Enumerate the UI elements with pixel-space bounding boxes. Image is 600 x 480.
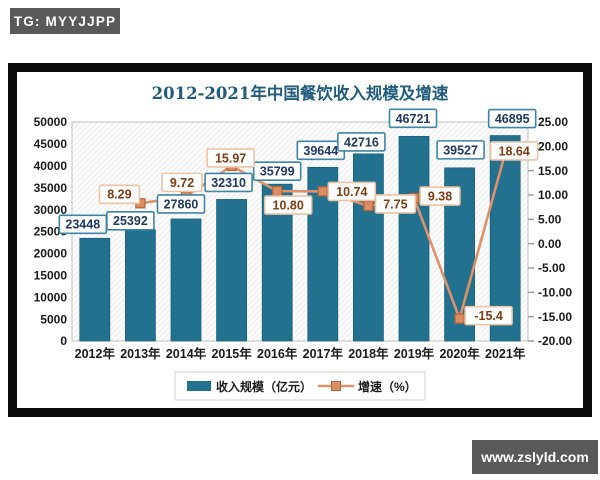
- y-right-tick-label: -10.00: [538, 286, 572, 300]
- legend: 收入规模（亿元） 增速（%）: [174, 371, 426, 401]
- y-left-tick-label: 40000: [34, 159, 68, 173]
- bar-value-label-box: [106, 210, 155, 231]
- legend-bar-label: 收入规模（亿元）: [216, 379, 312, 394]
- line-value-label-box: [206, 148, 255, 168]
- x-tick-label: 2019年: [394, 346, 435, 361]
- website-badge: www.zslyld.com: [472, 440, 598, 474]
- line-marker-2016年: [272, 185, 283, 197]
- y-left-tick-label: 15000: [34, 269, 68, 283]
- x-tick-label: 2020年: [439, 346, 480, 361]
- y-right-tick-label: 10.00: [538, 188, 568, 202]
- y-left-tick-label: 20000: [34, 247, 68, 261]
- line-value-label: 15.97: [215, 151, 246, 165]
- line-value-label-box: [98, 184, 141, 205]
- y-right-tick-label: 15.00: [538, 164, 568, 178]
- x-tick-label: 2021年: [485, 346, 526, 361]
- y-right-tick-label: -15.00: [538, 310, 572, 324]
- line-value-label-box: [374, 194, 417, 214]
- y-right-tick-label: 20.00: [538, 140, 568, 154]
- y-right-tick-label: 0.00: [538, 237, 562, 251]
- y-left-tick-label: 45000: [34, 137, 68, 151]
- line-value-label: -15.4: [474, 309, 503, 323]
- y-left-tick-label: 35000: [34, 181, 68, 195]
- line-value-label-box: [161, 172, 203, 193]
- line-marker-2020年: [454, 313, 465, 324]
- bar-2015年: [216, 199, 248, 342]
- line-value-label-box: [489, 141, 539, 161]
- x-tick-label: 2016年: [257, 346, 298, 361]
- x-tick-label: 2014年: [166, 346, 207, 361]
- bar-value-label-box: [156, 194, 206, 214]
- y-left-tick-label: 30000: [34, 203, 68, 217]
- bar-value-labels: 23448 25392 27860 32310 35799 39644 42716 46721…: [58, 108, 537, 235]
- line-marker-2017年: [317, 186, 328, 197]
- bar-value-label: 27860: [164, 197, 199, 211]
- plot-area: 5000045000400003500030000250002000015000…: [34, 108, 572, 361]
- line-value-labels: 8.29 9.72 15.97 10.80 10.74 7.75 9.38 -15.4 18.6…: [98, 141, 539, 326]
- bar-value-label: 39644: [303, 144, 338, 158]
- line-value-label: 8.29: [107, 188, 131, 202]
- line-value-label-box: [419, 186, 461, 206]
- y-left-tick-label: 0: [60, 334, 67, 348]
- y-right-tick-label: -20.00: [538, 334, 572, 348]
- line-value-label: 9.38: [428, 189, 452, 203]
- line-value-label-box: [327, 181, 377, 202]
- line-value-label: 18.64: [499, 144, 530, 158]
- chart-title: 2012-2021年中国餐饮收入规模及增速: [152, 83, 449, 103]
- bar-2014年: [170, 218, 202, 342]
- line-value-label: 9.72: [170, 176, 194, 190]
- x-tick-label: 2017年: [303, 346, 344, 361]
- bar-value-label-box: [388, 108, 438, 129]
- x-tick-label: 2015年: [211, 346, 252, 361]
- x-tick-label: 2013年: [120, 346, 161, 361]
- bar-value-label-box: [337, 132, 386, 152]
- y-right-tick-label: 25.00: [538, 115, 568, 129]
- line-marker-2018年: [363, 200, 374, 212]
- telegram-badge: TG: MYYJJPP: [10, 8, 120, 34]
- bar-value-label: 42716: [344, 135, 379, 149]
- bar-value-label: 46895: [495, 112, 530, 126]
- bar-2012年: [79, 237, 111, 342]
- bar-value-label-box: [487, 108, 537, 129]
- bar-2013年: [125, 229, 156, 342]
- x-tick-label: 2012年: [75, 346, 116, 361]
- bar-2019年: [398, 135, 430, 342]
- y-left-tick-label: 50000: [34, 115, 68, 129]
- bar-value-label: 46721: [396, 112, 431, 126]
- legend-line-marker: [331, 381, 341, 391]
- y-right-tick-label: -5.00: [538, 261, 566, 275]
- bar-value-label: 35799: [260, 165, 295, 179]
- line-value-label: 10.80: [273, 199, 304, 213]
- y-right-tick-label: 5.00: [538, 213, 562, 227]
- bar-value-label: 23448: [65, 218, 100, 232]
- bars-group: [79, 135, 521, 342]
- legend-line-label: 增速（%）: [358, 379, 417, 394]
- line-value-label-box: [464, 305, 513, 326]
- line-value-label-box: [263, 195, 313, 215]
- bar-value-label: 25392: [113, 214, 148, 228]
- bar-value-label-box: [204, 172, 253, 193]
- line-value-label: 10.74: [336, 185, 367, 199]
- y-left-tick-label: 10000: [34, 290, 68, 304]
- x-axis: 2012年 2013年 2014年 2015年 2016年 2017年 2018年 2019年…: [75, 346, 526, 361]
- legend-bar-swatch: [187, 381, 211, 391]
- chart-svg: 2012-2021年中国餐饮收入规模及增速 500004500040000350…: [34, 83, 572, 401]
- bar-value-label: 39527: [443, 143, 478, 157]
- y-axis-right: 25.00 20.00 15.00 10.00 5.00 0.00 -5.00 -10.00 -…: [528, 115, 572, 348]
- chart-panel: 2012-2021年中国餐饮收入规模及增速 50000 45000 40000 350…: [8, 63, 592, 417]
- bar-value-label: 32310: [211, 176, 246, 190]
- bar-value-label-box: [436, 140, 485, 160]
- x-tick-label: 2018年: [348, 346, 389, 361]
- bar-value-label-box: [252, 161, 302, 182]
- y-left-tick-label: 5000: [40, 312, 67, 326]
- line-value-label: 7.75: [383, 197, 407, 211]
